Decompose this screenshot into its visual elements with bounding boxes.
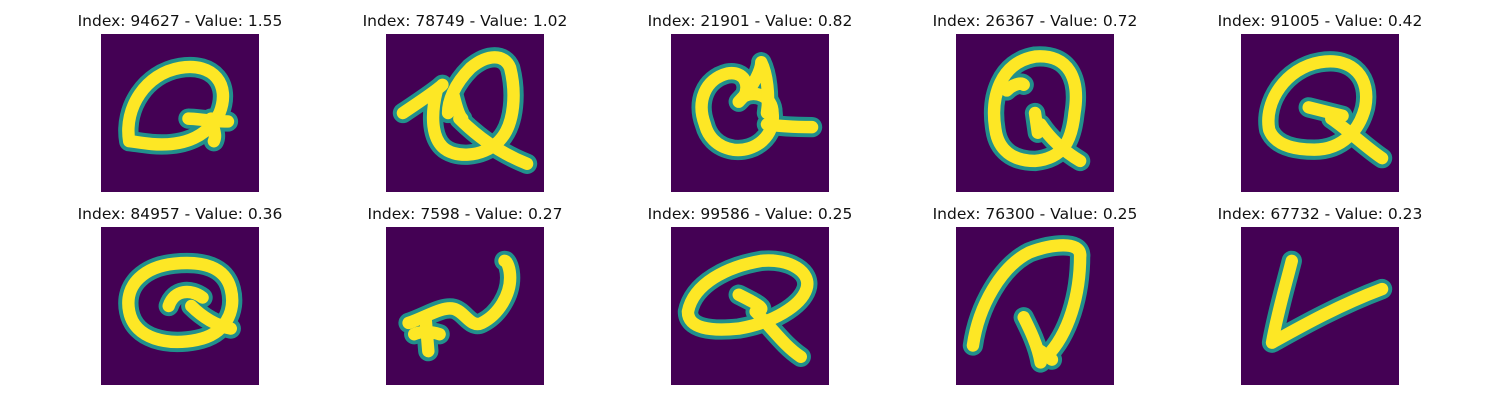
glyph-image <box>386 34 544 192</box>
panel-title: Index: 7598 - Value: 0.27 <box>367 205 563 223</box>
panel-title: Index: 94627 - Value: 1.55 <box>77 12 283 30</box>
glyph-image <box>671 227 829 385</box>
glyph-image <box>101 34 259 192</box>
panel-title: Index: 99586 - Value: 0.25 <box>647 205 853 223</box>
panel-title: Index: 21901 - Value: 0.82 <box>647 12 853 30</box>
glyph-image <box>101 227 259 385</box>
panel-title: Index: 91005 - Value: 0.42 <box>1217 12 1423 30</box>
glyph-image <box>671 34 829 192</box>
panel-title: Index: 26367 - Value: 0.72 <box>932 12 1138 30</box>
glyph-image <box>1241 227 1399 385</box>
panel-title: Index: 67732 - Value: 0.23 <box>1217 205 1423 223</box>
glyph-image <box>956 34 1114 192</box>
glyph-image <box>386 227 544 385</box>
panel-title: Index: 76300 - Value: 0.25 <box>932 205 1138 223</box>
panel-title: Index: 78749 - Value: 1.02 <box>362 12 568 30</box>
panel-title: Index: 84957 - Value: 0.36 <box>77 205 283 223</box>
glyph-image <box>956 227 1114 385</box>
glyph-image <box>1241 34 1399 192</box>
